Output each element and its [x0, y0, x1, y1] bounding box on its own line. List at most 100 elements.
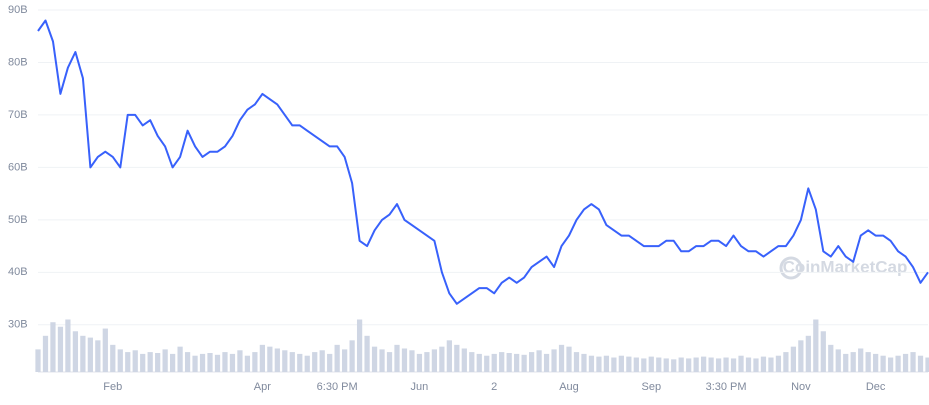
- volume-bar: [162, 349, 168, 372]
- volume-bar: [835, 349, 841, 372]
- volume-bar: [304, 355, 310, 372]
- volume-bar: [798, 340, 804, 372]
- x-tick-label: Jun: [411, 381, 429, 393]
- volume-bar: [701, 356, 707, 372]
- volume-bar: [663, 358, 669, 372]
- volume-bar: [282, 350, 288, 372]
- volume-bar: [184, 352, 191, 372]
- volume-bar: [312, 352, 318, 372]
- volume-bar: [805, 335, 811, 372]
- volume-bar: [633, 357, 639, 372]
- volume-bar: [536, 350, 542, 372]
- volume-bar: [177, 346, 183, 372]
- volume-bar: [499, 352, 505, 372]
- volume-bar: [334, 344, 340, 372]
- volume-bar: [431, 349, 438, 372]
- volume-bar: [199, 353, 206, 372]
- volume-bar: [409, 350, 415, 372]
- volume-bar: [783, 352, 789, 372]
- volume-bar: [356, 319, 363, 372]
- volume-bar: [379, 349, 385, 372]
- volume-bar: [618, 355, 624, 372]
- volume-bar: [207, 352, 213, 372]
- watermark-logo: [779, 256, 803, 280]
- volume-bar: [237, 350, 243, 372]
- volume-bar: [446, 340, 452, 372]
- x-tick-label: Sep: [641, 381, 661, 393]
- volume-bar: [895, 355, 901, 372]
- volume-bar: [708, 357, 714, 372]
- volume-bar: [401, 348, 408, 372]
- volume-bar: [394, 344, 400, 372]
- volume-bar: [289, 352, 295, 372]
- volume-bar: [95, 340, 101, 372]
- volume-bar: [110, 344, 116, 372]
- volume-bar: [693, 357, 699, 372]
- volume-bar: [72, 331, 79, 372]
- volume-bar: [880, 355, 886, 372]
- volume-bar: [902, 353, 909, 372]
- volume-bar: [753, 358, 759, 372]
- volume-bar: [147, 352, 153, 372]
- volume-bar: [558, 344, 565, 372]
- volume-bar: [850, 352, 856, 372]
- volume-bar: [828, 344, 834, 372]
- y-tick-label: 40B: [8, 266, 28, 278]
- volume-bar: [267, 346, 273, 372]
- volume-bar: [297, 353, 303, 372]
- volume-bar: [469, 352, 475, 372]
- volume-bar: [865, 352, 871, 372]
- volume-bar: [155, 352, 161, 372]
- x-tick-label: 3:30 PM: [706, 381, 747, 393]
- volume-bar: [521, 354, 527, 372]
- volume-bar: [887, 357, 894, 372]
- volume-bar: [491, 353, 497, 372]
- volume-bar: [65, 319, 71, 372]
- volume-bar: [820, 331, 826, 372]
- volume-bar: [775, 355, 782, 372]
- volume-bar: [364, 335, 370, 372]
- volume-bar: [581, 353, 587, 372]
- volume-bar: [214, 354, 221, 372]
- x-tick-label: Nov: [791, 381, 811, 393]
- volume-bar: [917, 355, 924, 372]
- volume-bar: [768, 357, 774, 372]
- volume-bar: [715, 358, 722, 372]
- volume-bar: [678, 357, 684, 372]
- volume-bar: [102, 328, 108, 372]
- volume-bar: [461, 348, 467, 372]
- volume-bar: [514, 353, 520, 372]
- volume-bar: [229, 353, 236, 372]
- volume-bar: [648, 356, 654, 372]
- volume-bar: [259, 344, 265, 372]
- volume-bar: [222, 352, 228, 372]
- volume-bar: [671, 359, 677, 372]
- volume-bar: [603, 355, 610, 372]
- price-line: [37, 19, 929, 305]
- volume-bar: [140, 353, 146, 372]
- x-tick-label: Dec: [866, 381, 886, 393]
- volume-bar: [386, 352, 393, 372]
- volume-bar: [656, 357, 662, 372]
- volume-bar: [910, 352, 916, 372]
- volume-bar: [35, 349, 41, 372]
- y-tick-label: 90B: [8, 4, 28, 16]
- volume-bar: [454, 344, 460, 372]
- volume-bar: [611, 357, 617, 372]
- y-tick-label: 50B: [8, 214, 28, 226]
- volume-bar: [738, 355, 744, 372]
- volume-bar: [80, 335, 86, 372]
- volume-bar: [843, 353, 849, 372]
- volume-bar: [626, 356, 632, 372]
- volume-bar: [760, 356, 767, 372]
- watermark: CoinMarketCap: [783, 257, 908, 276]
- volume-bar: [42, 335, 49, 372]
- volume-bar: [858, 348, 864, 372]
- volume-bar: [87, 337, 93, 372]
- y-tick-label: 70B: [8, 109, 28, 121]
- volume-bar: [327, 353, 333, 372]
- volume-bar: [132, 350, 138, 372]
- volume-bar: [723, 357, 729, 372]
